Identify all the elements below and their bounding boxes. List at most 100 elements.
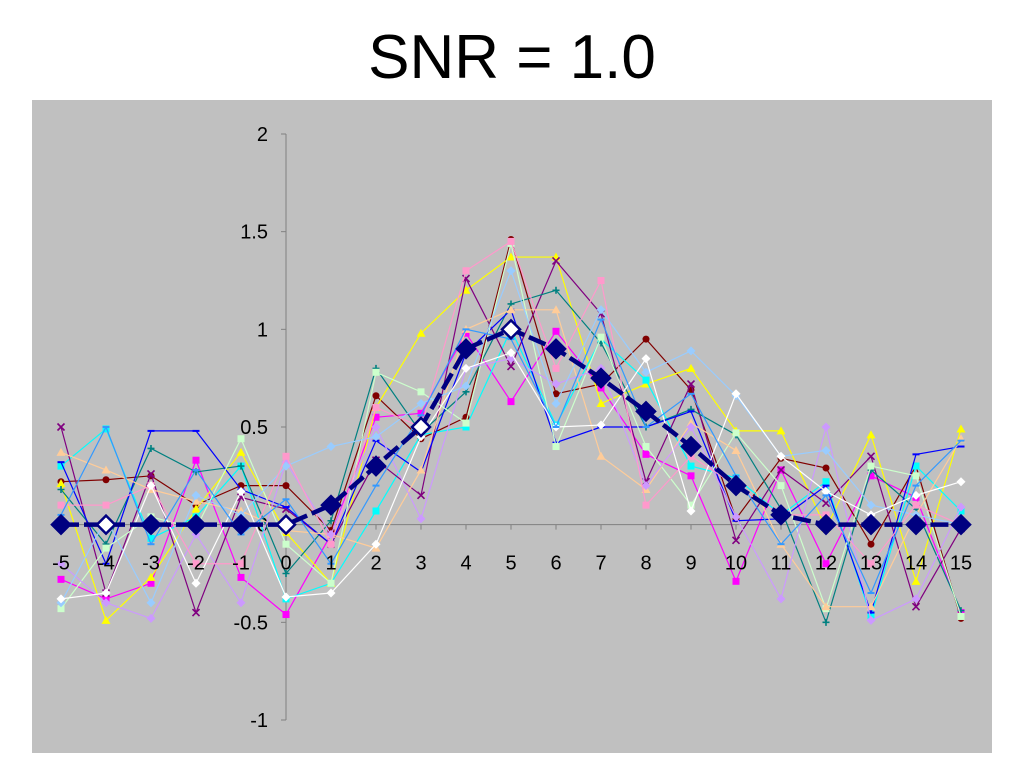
data-point xyxy=(732,429,740,437)
data-point xyxy=(552,390,560,398)
y-tick-label: -0.5 xyxy=(234,612,268,634)
reference-data-point xyxy=(590,367,612,389)
reference-data-point xyxy=(950,513,972,536)
data-point xyxy=(57,605,65,613)
data-point xyxy=(372,368,380,376)
y-tick-label: 1 xyxy=(257,319,268,341)
data-point xyxy=(821,445,831,455)
data-point xyxy=(956,424,966,433)
data-point xyxy=(282,452,290,460)
data-point xyxy=(102,501,110,509)
data-point xyxy=(191,496,201,505)
data-point xyxy=(686,379,696,389)
data-point xyxy=(462,267,470,275)
data-point xyxy=(282,570,290,577)
data-point xyxy=(596,305,606,315)
data-point xyxy=(281,592,291,602)
data-point xyxy=(912,472,920,480)
y-tick-label: 1.5 xyxy=(240,222,268,244)
data-point xyxy=(102,544,110,552)
data-point xyxy=(641,367,651,377)
data-point xyxy=(101,465,111,474)
reference-data-point xyxy=(455,338,477,360)
data-point xyxy=(326,588,336,598)
data-point xyxy=(462,419,470,427)
data-point xyxy=(957,612,965,620)
data-point xyxy=(326,442,336,452)
data-point xyxy=(506,252,516,261)
data-point xyxy=(867,472,875,480)
data-point xyxy=(912,501,920,509)
data-point xyxy=(687,462,695,470)
data-point xyxy=(461,363,471,373)
data-point xyxy=(686,363,696,372)
x-tick-label: -2 xyxy=(187,553,205,575)
x-tick-label: 11 xyxy=(771,553,792,575)
data-point xyxy=(552,327,560,335)
data-point xyxy=(191,608,201,617)
data-point xyxy=(642,501,650,509)
data-point xyxy=(506,348,516,358)
data-point xyxy=(102,425,110,433)
reference-data-point xyxy=(635,400,657,423)
data-point xyxy=(822,464,830,472)
chart-title: SNR = 1.0 xyxy=(368,23,656,92)
data-point xyxy=(237,573,245,581)
data-point xyxy=(372,413,380,421)
data-point xyxy=(57,486,65,494)
data-point xyxy=(597,333,605,341)
x-tick-label: 10 xyxy=(725,553,747,575)
data-point xyxy=(57,501,65,509)
x-tick-label: -1 xyxy=(232,553,250,575)
data-point xyxy=(866,452,876,461)
data-point xyxy=(507,237,515,245)
data-point xyxy=(821,486,831,496)
data-point xyxy=(686,422,696,432)
x-tick-label: 3 xyxy=(415,553,426,575)
data-point xyxy=(596,451,606,460)
data-point xyxy=(731,536,741,545)
data-point xyxy=(371,432,381,442)
reference-data-point xyxy=(365,455,387,477)
data-point xyxy=(416,465,426,474)
data-point xyxy=(552,443,560,451)
data-point xyxy=(642,443,650,451)
data-point xyxy=(687,472,695,480)
data-point xyxy=(911,576,921,585)
data-point xyxy=(146,572,156,581)
data-point xyxy=(687,501,695,509)
data-point xyxy=(191,504,201,513)
data-point xyxy=(416,399,426,409)
data-point xyxy=(417,388,425,396)
data-point xyxy=(236,447,246,456)
data-point xyxy=(776,426,786,435)
data-point xyxy=(57,575,65,583)
reference-data-point xyxy=(410,416,432,438)
x-tick-label: 13 xyxy=(860,553,882,575)
x-tick-label: 12 xyxy=(815,553,837,575)
data-point xyxy=(147,579,155,587)
reference-data-point xyxy=(545,338,567,360)
data-point xyxy=(822,560,830,568)
data-point xyxy=(507,398,515,406)
data-point xyxy=(867,560,875,568)
data-point xyxy=(327,517,335,525)
data-point xyxy=(146,598,156,608)
data-point xyxy=(642,335,650,343)
reference-data-point xyxy=(140,513,162,536)
data-point xyxy=(371,422,381,432)
data-point xyxy=(731,445,741,454)
data-point xyxy=(506,362,516,371)
series-layer xyxy=(56,235,966,626)
reference-data-point xyxy=(815,513,837,536)
data-point xyxy=(821,422,831,432)
data-point xyxy=(686,506,696,516)
x-tick-label: 2 xyxy=(370,553,381,575)
y-tick-label: -1 xyxy=(250,710,268,732)
reference-data-point xyxy=(860,513,882,536)
data-point xyxy=(191,578,201,588)
y-tick-label: 2 xyxy=(257,124,268,146)
data-point xyxy=(596,420,606,430)
reference-data-point xyxy=(320,494,342,516)
data-point xyxy=(282,611,290,619)
